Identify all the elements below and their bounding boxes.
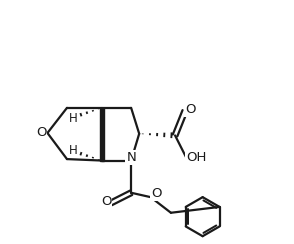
Polygon shape [100, 108, 103, 161]
Text: O: O [151, 187, 162, 200]
Text: H: H [69, 112, 77, 125]
Text: O: O [185, 103, 196, 116]
Text: OH: OH [186, 151, 206, 164]
Text: H: H [69, 144, 77, 157]
Text: O: O [101, 194, 111, 208]
Text: N: N [126, 151, 136, 164]
Text: O: O [36, 126, 46, 140]
